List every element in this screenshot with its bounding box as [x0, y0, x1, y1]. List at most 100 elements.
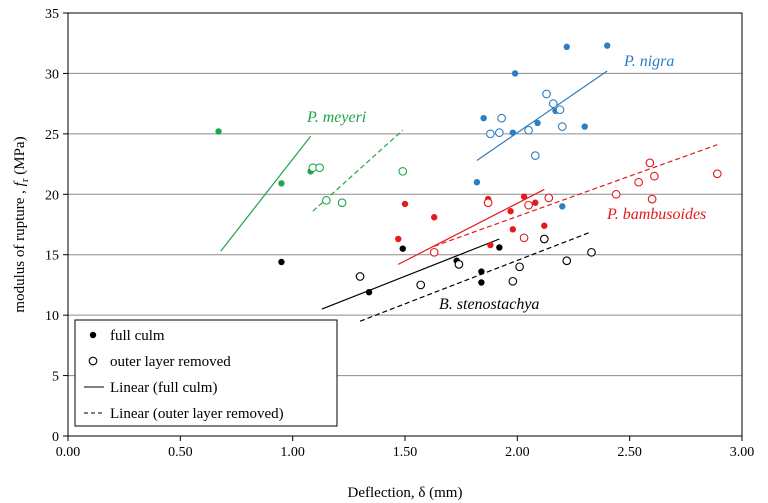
- trendline-full-culm: [220, 135, 312, 252]
- point-outer-removed: [515, 262, 524, 272]
- point-outer-removed: [562, 256, 572, 266]
- point-full-culm: [507, 208, 514, 215]
- x-tick-label: 1.50: [393, 445, 418, 460]
- y-tick-label: 0: [52, 430, 59, 445]
- point-full-culm: [511, 70, 519, 77]
- point-outer-removed: [524, 200, 533, 210]
- y-tick-label: 35: [45, 7, 59, 22]
- legend: full culm outer layer removed Linear (fu…: [74, 319, 338, 427]
- point-full-culm: [431, 214, 438, 221]
- x-tick-label: 0.50: [168, 445, 193, 460]
- point-outer-removed: [611, 189, 621, 199]
- point-full-culm: [399, 245, 406, 252]
- point-full-culm: [534, 119, 541, 127]
- y-tick-label: 30: [45, 67, 59, 82]
- y-axis-title: modulus of rupture , fr (MPa): [12, 136, 31, 312]
- point-full-culm: [520, 193, 528, 200]
- x-tick-label: 2.00: [505, 445, 530, 460]
- point-outer-removed: [483, 198, 493, 208]
- species-label: P. bambusoides: [606, 206, 706, 223]
- trendline-full-culm: [476, 70, 608, 161]
- point-full-culm: [478, 279, 485, 286]
- point-full-culm: [278, 258, 285, 266]
- point-full-culm: [532, 199, 539, 206]
- x-axis-title: Deflection, δ (mm): [348, 485, 463, 501]
- point-outer-removed: [539, 234, 549, 244]
- point-outer-removed: [712, 169, 722, 179]
- point-outer-removed: [429, 247, 439, 257]
- y-tick-label: 10: [45, 309, 59, 324]
- point-outer-removed: [398, 166, 408, 176]
- point-full-culm: [559, 203, 566, 210]
- point-outer-removed: [647, 194, 657, 204]
- point-full-culm: [401, 200, 409, 208]
- trendline-full-culm: [321, 238, 500, 310]
- point-full-culm: [278, 180, 285, 187]
- y-tick-label: 25: [45, 128, 59, 143]
- point-outer-removed: [315, 163, 324, 173]
- point-outer-removed: [416, 280, 426, 290]
- trendline-full-culm: [397, 188, 545, 265]
- y-tick-label: 15: [45, 249, 59, 264]
- point-full-culm: [480, 114, 487, 122]
- point-outer-removed: [650, 171, 659, 181]
- point-outer-removed: [508, 276, 518, 286]
- y-axis-ticks: 0 5 10 15 20 25 30 35: [45, 7, 68, 445]
- legend-label-full: full culm: [110, 328, 165, 344]
- point-outer-removed: [524, 125, 533, 135]
- legend-marker-outer: [88, 356, 98, 366]
- point-outer-removed: [497, 113, 506, 123]
- point-full-culm: [509, 129, 517, 136]
- data-points: [215, 42, 722, 296]
- species-label: P. meyeri: [306, 109, 366, 126]
- gridlines: [68, 72, 742, 377]
- point-outer-removed: [454, 260, 464, 269]
- species-label: P. nigra: [623, 53, 674, 70]
- x-tick-label: 0.00: [56, 445, 81, 460]
- point-full-culm: [496, 244, 503, 251]
- trendline-outer-removed: [359, 231, 592, 322]
- point-outer-removed: [519, 233, 529, 243]
- point-outer-removed: [634, 177, 644, 187]
- y-tick-label: 20: [45, 188, 59, 203]
- x-tick-label: 2.50: [617, 445, 642, 460]
- point-outer-removed: [548, 99, 558, 108]
- legend-marker-full: [89, 331, 97, 339]
- x-tick-label: 3.00: [730, 445, 755, 460]
- trendlines: [220, 70, 718, 322]
- legend-label-outer: outer layer removed: [110, 354, 231, 370]
- point-full-culm: [478, 268, 485, 275]
- point-outer-removed: [355, 272, 365, 281]
- point-outer-removed: [542, 89, 551, 99]
- point-full-culm: [395, 235, 402, 243]
- point-outer-removed: [645, 158, 655, 168]
- point-full-culm: [487, 241, 494, 249]
- point-outer-removed: [495, 128, 504, 137]
- point-full-culm: [604, 42, 611, 49]
- y-axis-title-text: modulus of rupture ,: [12, 186, 28, 312]
- point-full-culm: [215, 128, 222, 135]
- y-tick-label: 5: [52, 370, 59, 385]
- point-outer-removed: [555, 105, 565, 115]
- trendline-outer-removed: [434, 144, 718, 247]
- point-outer-removed: [486, 129, 495, 139]
- point-full-culm: [509, 226, 517, 233]
- legend-label-linear-outer: Linear (outer layer removed): [110, 406, 284, 422]
- x-tick-label: 1.00: [280, 445, 305, 460]
- point-full-culm: [473, 179, 481, 186]
- point-full-culm: [541, 222, 548, 229]
- species-label: B. stenostachya: [439, 296, 539, 313]
- point-outer-removed: [337, 198, 347, 208]
- series-annotations: P. nigra P. meyeri P. bambusoides B. stenos…: [306, 53, 706, 313]
- y-axis-title-symbol: f: [12, 180, 28, 186]
- point-outer-removed: [530, 151, 540, 160]
- point-outer-removed: [557, 122, 567, 131]
- x-axis-ticks: 0.00 0.50 1.00 1.50 2.00 2.50 3.00: [56, 436, 755, 460]
- legend-label-linear-full: Linear (full culm): [110, 380, 217, 396]
- point-full-culm: [563, 43, 570, 51]
- y-axis-title-unit: (MPa): [12, 136, 28, 178]
- point-full-culm: [365, 288, 373, 296]
- point-full-culm: [581, 123, 588, 130]
- legend-box: [74, 319, 338, 427]
